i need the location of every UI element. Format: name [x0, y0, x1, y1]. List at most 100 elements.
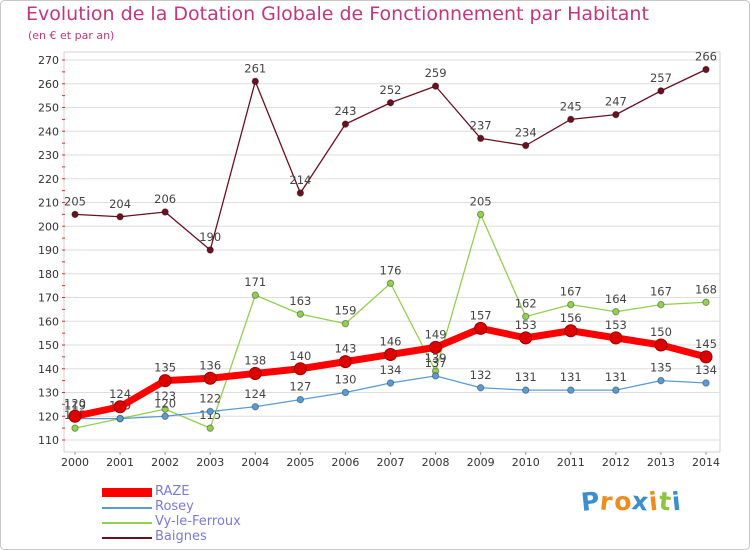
- legend-swatch: [102, 537, 152, 539]
- data-label: 247: [605, 95, 627, 109]
- data-point: [248, 367, 262, 380]
- data-label: 257: [650, 71, 672, 85]
- data-label: 206: [154, 192, 176, 206]
- data-label: 137: [425, 356, 447, 370]
- data-label: 153: [605, 318, 627, 332]
- data-point: [522, 386, 530, 394]
- data-point: [116, 414, 124, 423]
- data-point: [474, 321, 488, 335]
- data-label: 261: [244, 61, 266, 75]
- data-label: 156: [560, 311, 582, 325]
- data-label: 135: [154, 361, 176, 375]
- data-label: 163: [289, 294, 311, 308]
- data-point: [612, 110, 620, 119]
- data-point: [251, 77, 259, 86]
- y-tick-label: 270: [38, 54, 59, 67]
- data-point: [206, 246, 214, 254]
- data-point: [296, 189, 305, 197]
- data-label: 146: [380, 335, 402, 349]
- data-label: 138: [244, 354, 266, 368]
- y-tick-label: 120: [38, 410, 59, 423]
- data-label: 245: [560, 99, 582, 113]
- data-point: [609, 331, 623, 345]
- data-point: [158, 374, 172, 388]
- data-label: 252: [380, 83, 402, 97]
- data-label: 204: [109, 197, 131, 211]
- data-point: [476, 134, 485, 143]
- data-point: [296, 310, 305, 318]
- chart-subtitle: (en € et par an): [28, 29, 115, 42]
- y-tick-label: 250: [38, 102, 59, 115]
- data-point: [567, 300, 575, 309]
- y-tick-label: 190: [38, 244, 59, 257]
- data-label: 145: [695, 337, 717, 351]
- data-point: [431, 372, 440, 380]
- data-label: 136: [199, 358, 221, 372]
- y-tick-label: 210: [38, 197, 59, 210]
- x-tick-label: 2013: [647, 456, 675, 469]
- data-point: [206, 424, 214, 432]
- logo-letter: i: [670, 486, 683, 517]
- data-point: [429, 340, 443, 354]
- x-tick-label: 2009: [467, 456, 495, 469]
- data-label: 237: [470, 118, 492, 132]
- data-label: 123: [154, 389, 176, 403]
- x-tick-label: 2002: [151, 456, 179, 469]
- x-tick-label: 2011: [557, 456, 585, 469]
- legend-swatch: [102, 522, 152, 524]
- data-point: [564, 324, 578, 338]
- data-point: [431, 82, 440, 90]
- data-label: 131: [560, 370, 582, 384]
- data-label: 149: [425, 327, 447, 341]
- legend-label: Vy-le-Ferroux: [155, 514, 241, 529]
- data-point: [699, 350, 713, 364]
- data-point: [612, 308, 620, 316]
- data-label: 135: [650, 361, 672, 375]
- data-point: [654, 338, 668, 352]
- data-label: 127: [289, 380, 311, 394]
- data-label: 190: [199, 230, 221, 244]
- data-point: [206, 407, 214, 416]
- data-label: 120: [154, 396, 176, 410]
- data-point: [116, 213, 124, 221]
- data-point: [384, 348, 397, 361]
- data-label: 119: [64, 399, 86, 413]
- x-tick-label: 2005: [286, 456, 314, 469]
- chart-title: Evolution de la Dotation Globale de Fonc…: [26, 3, 649, 25]
- data-point: [522, 141, 530, 150]
- x-tick-label: 2000: [61, 456, 89, 469]
- y-tick-label: 240: [38, 125, 59, 138]
- data-label: 120: [64, 396, 86, 410]
- y-tick-label: 230: [38, 149, 59, 162]
- data-point: [338, 355, 352, 369]
- data-label: 214: [289, 173, 311, 187]
- proxiti-logo: Proxiti: [580, 486, 683, 517]
- y-tick-label: 160: [38, 315, 59, 328]
- data-label: 150: [650, 325, 672, 339]
- x-tick-label: 2001: [106, 456, 134, 469]
- data-label: 162: [515, 297, 537, 311]
- data-point: [113, 400, 127, 414]
- legend-label: Baignes: [155, 529, 207, 544]
- x-tick-label: 2003: [196, 456, 224, 469]
- y-tick-label: 110: [38, 434, 59, 447]
- x-tick-label: 2014: [692, 456, 720, 469]
- data-label: 130: [334, 373, 356, 387]
- data-point: [203, 371, 217, 385]
- data-point: [251, 403, 259, 411]
- y-tick-label: 260: [38, 78, 59, 91]
- data-point: [296, 395, 305, 404]
- x-tick-label: 2008: [422, 456, 450, 469]
- y-tick-label: 170: [38, 292, 59, 305]
- data-label: 124: [244, 387, 266, 401]
- data-label: 124: [109, 387, 131, 401]
- x-tick-label: 2007: [377, 456, 405, 469]
- data-label: 205: [470, 194, 492, 208]
- data-label: 153: [515, 318, 537, 332]
- legend-swatch: [102, 488, 152, 497]
- data-label: 168: [695, 282, 717, 296]
- data-point: [657, 300, 665, 309]
- data-label: 243: [334, 104, 356, 118]
- data-point: [293, 362, 307, 376]
